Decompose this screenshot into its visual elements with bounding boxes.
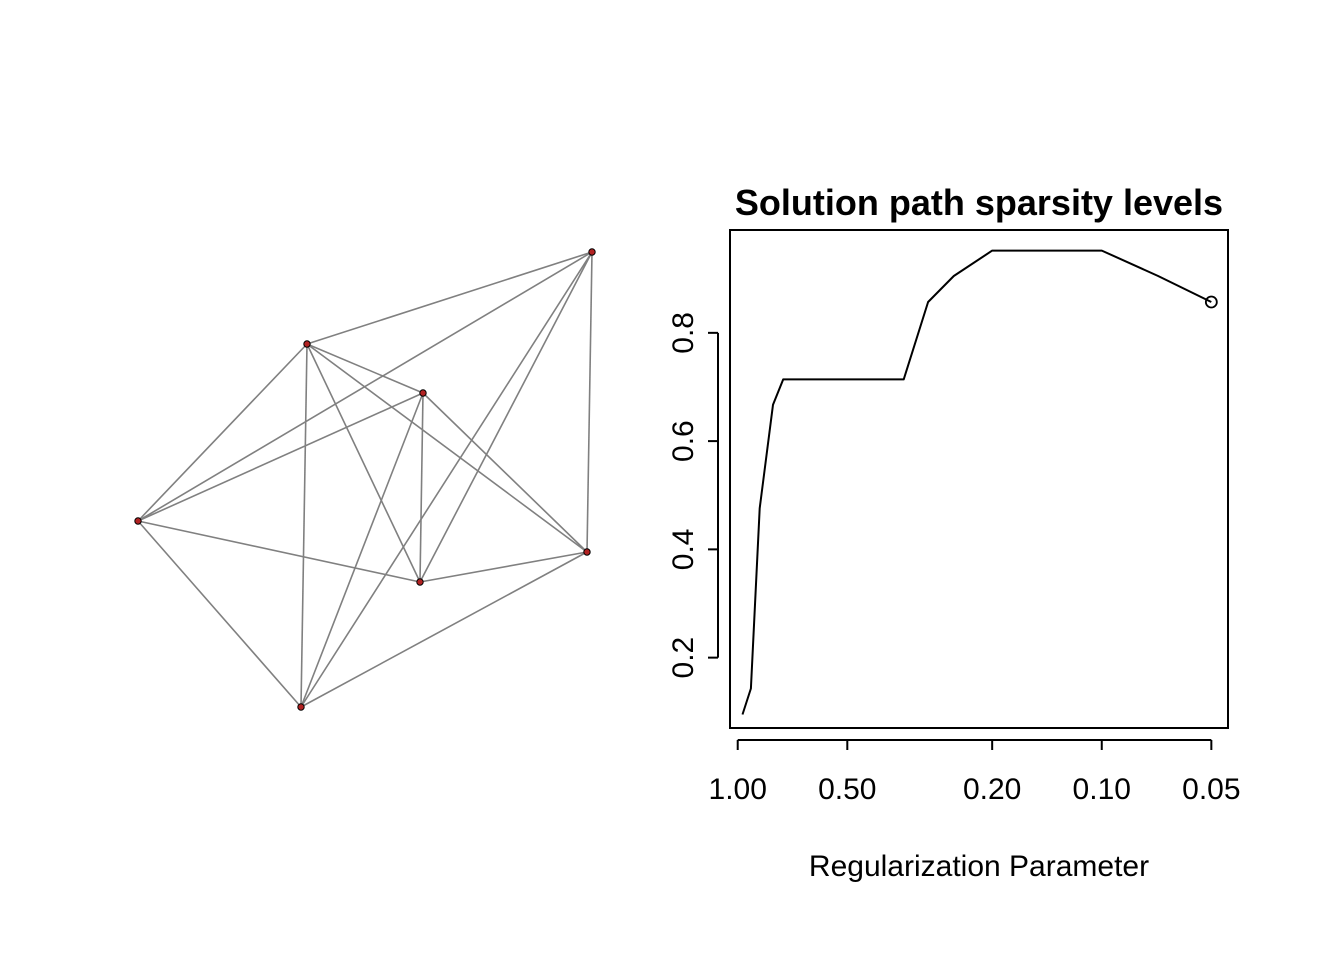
x-tick-label: 0.10 [1073,773,1131,806]
network-edge [419,251,593,583]
x-tick-label: 0.20 [963,773,1021,806]
network-node [588,248,596,256]
chart-title: Solution path sparsity levels [735,182,1223,223]
network-edge [137,392,424,522]
y-tick-label: 0.6 [667,420,700,462]
y-tick-label: 0.8 [667,312,700,354]
network-node [419,389,427,397]
network-edge [300,392,424,708]
y-axis: 0.2 0.4 0.6 0.8 [667,312,719,679]
network-node [297,703,305,711]
network-node [134,517,142,525]
sparsity-chart: Solution path sparsity levels 1.00 0.50 0.… [667,182,1241,883]
network-edge [419,551,588,583]
network-nodes [134,248,596,711]
network-edge [137,343,308,522]
y-tick-label: 0.2 [667,637,700,679]
network-edge [306,343,424,394]
network-edge [137,520,302,708]
series-line [741,249,1212,715]
network-edges [137,251,593,708]
network-edge [306,251,593,345]
network-edge [300,251,593,708]
network-edge [300,551,588,708]
network-edge [422,392,588,553]
plot-box [729,229,1229,729]
network-graph [134,248,596,711]
x-axis-label: Regularization Parameter [809,850,1149,883]
network-edge [306,343,421,583]
series-group [741,249,1218,715]
network-node [583,548,591,556]
x-tick-label: 1.00 [709,773,767,806]
y-tick-label: 0.4 [667,529,700,571]
endpoint-marker [1204,295,1218,309]
network-edge [419,392,424,583]
network-node [303,340,311,348]
x-axis: 1.00 0.50 0.20 0.10 0.05 [709,739,1241,806]
network-node [416,578,424,586]
network-edge [137,520,421,583]
network-edge [586,251,593,553]
network-edge [137,251,593,522]
network-edge [300,343,308,708]
x-tick-label: 0.50 [818,773,876,806]
x-tick-label: 0.05 [1182,773,1240,806]
network-edge [306,343,588,553]
